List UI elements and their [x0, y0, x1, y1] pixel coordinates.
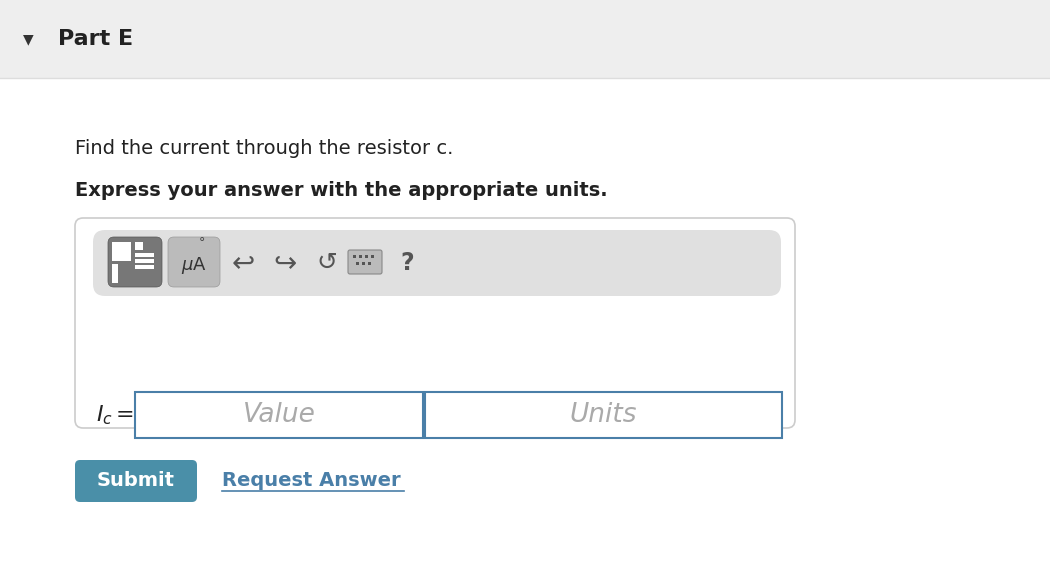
FancyBboxPatch shape: [135, 265, 154, 269]
FancyBboxPatch shape: [168, 237, 220, 287]
Text: Submit: Submit: [97, 472, 175, 490]
Text: =: =: [116, 405, 134, 425]
FancyBboxPatch shape: [361, 262, 364, 265]
FancyBboxPatch shape: [135, 242, 143, 250]
FancyBboxPatch shape: [371, 255, 374, 258]
FancyBboxPatch shape: [112, 264, 118, 283]
Text: Request Answer: Request Answer: [222, 472, 401, 490]
FancyBboxPatch shape: [358, 255, 361, 258]
FancyBboxPatch shape: [0, 0, 1050, 78]
Text: $\mu$A: $\mu$A: [181, 255, 207, 276]
Text: ↩: ↩: [231, 249, 254, 277]
FancyBboxPatch shape: [75, 218, 795, 428]
FancyBboxPatch shape: [425, 392, 782, 438]
FancyBboxPatch shape: [348, 250, 382, 274]
FancyBboxPatch shape: [135, 392, 423, 438]
FancyBboxPatch shape: [112, 242, 131, 261]
Text: Find the current through the resistor c.: Find the current through the resistor c.: [75, 139, 454, 158]
Text: $I_c$: $I_c$: [96, 403, 112, 427]
Text: ↺: ↺: [316, 251, 337, 275]
FancyBboxPatch shape: [364, 255, 367, 258]
FancyBboxPatch shape: [353, 255, 356, 258]
Text: Part E: Part E: [58, 29, 133, 49]
Text: °: °: [198, 236, 205, 249]
Text: Value: Value: [243, 402, 315, 428]
FancyBboxPatch shape: [0, 78, 1050, 588]
FancyBboxPatch shape: [368, 262, 371, 265]
Text: ▼: ▼: [23, 32, 34, 46]
FancyBboxPatch shape: [135, 259, 154, 263]
Text: ?: ?: [400, 251, 414, 275]
FancyBboxPatch shape: [75, 460, 197, 502]
FancyBboxPatch shape: [93, 230, 781, 296]
FancyBboxPatch shape: [135, 253, 154, 257]
Text: Express your answer with the appropriate units.: Express your answer with the appropriate…: [75, 181, 608, 199]
Text: ↪: ↪: [273, 249, 296, 277]
Text: Units: Units: [569, 402, 636, 428]
FancyBboxPatch shape: [108, 237, 162, 287]
FancyBboxPatch shape: [356, 262, 358, 265]
